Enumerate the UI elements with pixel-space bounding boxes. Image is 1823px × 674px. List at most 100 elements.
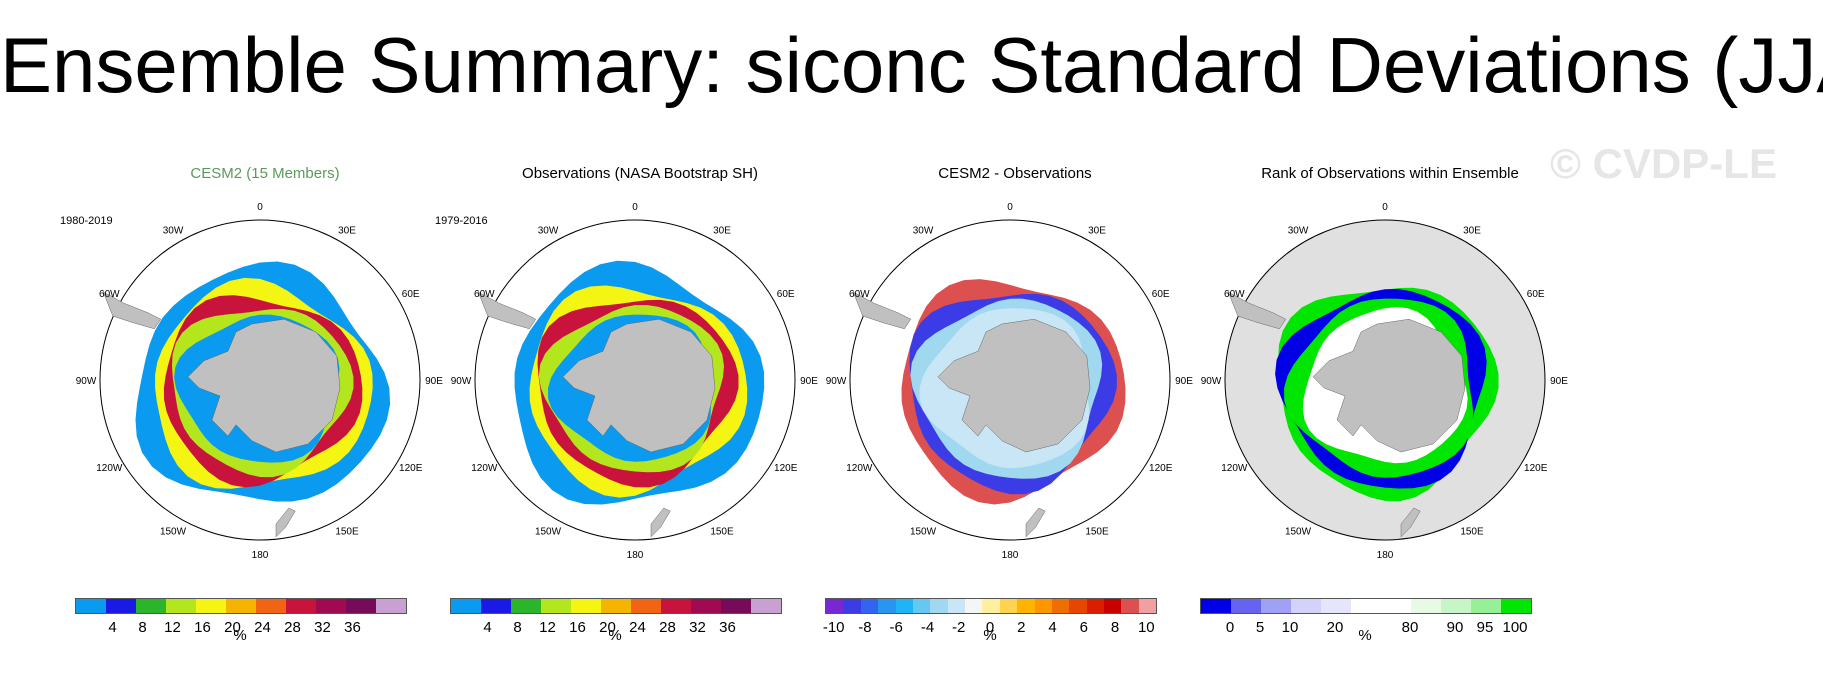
colorbar-segment [136, 599, 166, 613]
antarctica-landmass [937, 318, 1091, 453]
colorbar-segment [1034, 599, 1052, 613]
longitude-label: 120E [399, 463, 423, 474]
colorbar-tick-label: 32 [689, 619, 706, 636]
map-panel: Observations (NASA Bootstrap SH) 1979-201… [425, 165, 855, 665]
colorbar-tick-label: 24 [254, 619, 271, 636]
new-zealand-landmass [650, 507, 671, 538]
longitude-label: 180 [627, 550, 644, 561]
colorbar-tick-label: 95 [1476, 619, 1494, 636]
colorbar-segment [1291, 599, 1321, 613]
longitude-label: 30E [713, 225, 731, 236]
colorbar-tick-label: 5 [1255, 619, 1265, 636]
colorbar-tick-label: 6 [1079, 619, 1088, 636]
colorbar-tick-label: 8 [1110, 619, 1120, 636]
longitude-label: 90E [800, 376, 818, 387]
new-zealand-landmass [1025, 507, 1046, 538]
colorbar-segment [166, 599, 196, 613]
colorbar-segment [999, 599, 1018, 613]
colorbar-segment [1321, 599, 1351, 613]
longitude-label: 30W [913, 225, 934, 236]
longitude-label: 180 [1002, 550, 1019, 561]
longitude-label: 150E [710, 527, 734, 538]
longitude-label: 120E [1149, 463, 1173, 474]
colorbar-tick-label: 10 [1137, 619, 1155, 636]
colorbar-segment [511, 599, 541, 613]
colorbar-segment [1411, 599, 1441, 613]
longitude-label: 180 [1377, 550, 1394, 561]
colorbar-segment [1086, 599, 1104, 613]
colorbar-segment [1381, 599, 1411, 613]
longitude-label: 90E [1175, 376, 1193, 387]
colorbar-segment [721, 599, 751, 613]
colorbar-segment [661, 599, 691, 613]
colorbar-ticks: -10 -8 -6 -4 -2 0 2 4 6 8 10 [822, 613, 1157, 653]
longitude-label: 30W [1288, 225, 1309, 236]
longitude-label: 30E [1088, 225, 1106, 236]
colorbar-ticks: 0 5 10 20 80 90 95 100 [1200, 613, 1532, 653]
colorbar-segment [106, 599, 136, 613]
colorbar-ticks: 4 8 12 16 20 24 28 32 36 [450, 613, 782, 653]
new-zealand-landmass [275, 507, 296, 538]
colorbar-tick-label: 90 [1446, 619, 1464, 636]
antarctica-landmass [1312, 318, 1466, 453]
colorbar-segment [691, 599, 721, 613]
colorbar-segment [1138, 599, 1157, 613]
colorbar-tick-label: 0 [1225, 619, 1235, 636]
longitude-label: 150E [1085, 527, 1109, 538]
colorbar-segment [1017, 599, 1035, 613]
longitude-label: 150W [535, 527, 562, 538]
colorbar-segment [1121, 599, 1139, 613]
longitude-label: 0 [1382, 202, 1388, 213]
panel-title: CESM2 - Observations [938, 165, 1092, 182]
panel-title: Rank of Observations within Ensemble [1261, 165, 1519, 182]
colorbar [450, 598, 782, 614]
colorbar-segment [631, 599, 661, 613]
colorbar-segment [196, 599, 226, 613]
polar-map: 0 30E 60E 90E 120E 150E 180 150W 120W 90W 60W 30W [76, 202, 444, 561]
longitude-label: 90E [425, 376, 443, 387]
longitude-label: 150W [160, 527, 187, 538]
longitude-label: 150W [910, 527, 937, 538]
longitude-label: 60W [99, 289, 120, 300]
colorbar-tick-label: 0 [985, 619, 995, 636]
colorbar-segment [226, 599, 256, 613]
longitude-label: 120E [1524, 463, 1548, 474]
colorbar-tick-label: 16 [569, 619, 586, 636]
colorbar-tick-label: 36 [344, 619, 361, 636]
colorbar-tick-label: 4 [1048, 619, 1057, 636]
colorbar-segment [451, 599, 481, 613]
colorbar-tick-label: -10 [822, 619, 845, 636]
colorbar-segment [571, 599, 601, 613]
longitude-label: 150E [335, 527, 359, 538]
colorbar-segment [751, 599, 781, 613]
colorbar-segment [1201, 599, 1231, 613]
colorbar-segment [481, 599, 511, 613]
colorbar-segment [912, 599, 931, 613]
longitude-label: 150W [1285, 527, 1312, 538]
colorbar-tick-label: 8 [513, 619, 522, 636]
polar-map: 0 30E 60E 90E 120E 150E 180 150W 120W 90W 60W 30W [451, 202, 819, 561]
longitude-label: 120E [774, 463, 798, 474]
longitude-label: 0 [632, 202, 638, 213]
colorbar-tick-label: -6 [889, 619, 903, 636]
longitude-label: 60E [1527, 289, 1545, 300]
panel-years: 1979-2016 [435, 215, 488, 227]
longitude-label: 30W [538, 225, 559, 236]
colorbar-segment [1471, 599, 1501, 613]
antarctica-landmass [562, 318, 716, 453]
colorbar-tick-label: 12 [164, 619, 181, 636]
panel-title: Observations (NASA Bootstrap SH) [522, 165, 758, 182]
longitude-label: 60E [777, 289, 795, 300]
watermark: © CVDP-LE [1550, 140, 1777, 187]
colorbar-unit: % [1358, 627, 1372, 644]
south-america-landmass [102, 291, 162, 330]
colorbar-segment [843, 599, 861, 613]
colorbar-segment [256, 599, 286, 613]
longitude-label: 60E [1152, 289, 1170, 300]
panel-years: 1980-2019 [60, 215, 113, 227]
map-panel: Rank of Observations within Ensemble 0 30E… [1175, 165, 1605, 665]
longitude-label: 60W [849, 289, 870, 300]
colorbar-tick-label: 4 [483, 619, 492, 636]
colorbar-segment [878, 599, 896, 613]
colorbar [1200, 598, 1532, 614]
